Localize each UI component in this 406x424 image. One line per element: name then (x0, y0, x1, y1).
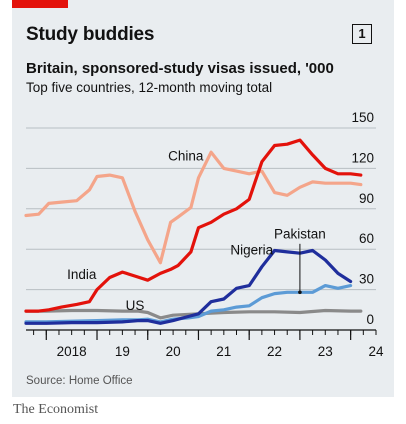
series-line-pakistan (24, 284, 353, 324)
label-china: China (168, 148, 204, 163)
label-us: US (126, 298, 145, 313)
x-tick-label-23: 23 (318, 344, 333, 359)
gridlines (26, 127, 376, 291)
y-tick-label-60: 60 (359, 231, 374, 246)
x-tick-label-20: 20 (166, 344, 181, 359)
chart-title: Study buddies (26, 24, 155, 45)
y-tick-label-150: 150 (351, 110, 374, 125)
series-lines (24, 138, 363, 325)
y-tick-label-120: 120 (351, 150, 374, 165)
y-tick-label-30: 30 (359, 272, 374, 287)
x-axis: 2018 19 20 21 22 23 24 (26, 329, 384, 359)
y-tick-label-0: 0 (366, 312, 374, 327)
x-tick-label-2018: 2018 (57, 344, 87, 359)
x-tick-label-22: 22 (267, 344, 282, 359)
label-india: India (67, 267, 97, 282)
chart-description: Top five countries, 12-month moving tota… (26, 80, 273, 95)
chart-number-badge: 1 (352, 24, 372, 44)
pakistan-leader-dot (298, 290, 302, 295)
label-nigeria: Nigeria (230, 243, 273, 258)
label-pakistan: Pakistan (274, 226, 326, 241)
y-tick-label-90: 90 (359, 191, 374, 206)
series-line-nigeria (24, 248, 353, 325)
chart-subtitle: Britain, sponsored-study visas issued, '… (26, 60, 334, 77)
series-line-us (24, 308, 363, 320)
source-note: Source: Home Office (26, 375, 133, 387)
series-line-china (24, 150, 363, 265)
series-line-india (24, 138, 363, 313)
chart-card (12, 0, 394, 397)
x-tick-label-19: 19 (115, 344, 130, 359)
x-tick-label-21: 21 (216, 344, 231, 359)
x-tick-label-24: 24 (368, 344, 384, 359)
economist-red-tag (12, 0, 68, 8)
y-axis-tick-labels: 0 30 60 90 120 150 (351, 110, 374, 327)
publisher-footer: The Economist (13, 402, 99, 417)
